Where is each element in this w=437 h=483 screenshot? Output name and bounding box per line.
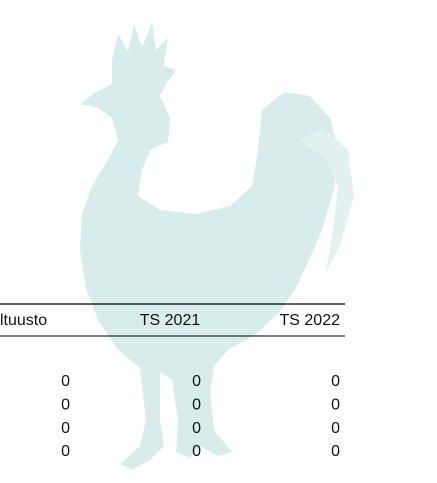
column-header: TS 2022: [280, 312, 341, 329]
cell: 0: [61, 443, 70, 460]
column-header: TS 2021: [140, 312, 201, 329]
cell: 0: [61, 397, 70, 414]
cell: 0: [192, 397, 201, 414]
page: ltuustoTS 2021TS 2022000000000000 (() =>…: [0, 0, 437, 483]
cell: 0: [331, 443, 340, 460]
rooster-watermark: [80, 22, 354, 470]
cell: 0: [192, 420, 201, 437]
cell: 0: [331, 397, 340, 414]
cell: 0: [61, 373, 70, 390]
cell: 0: [331, 373, 340, 390]
column-header: ltuusto: [0, 312, 47, 329]
cell: 0: [331, 420, 340, 437]
sheet: ltuusto TS 2021 TS 2022 0 0 0 0 0 0 0 0 0 0 0 0: [0, 0, 437, 483]
cell: 0: [61, 420, 70, 437]
cell: 0: [192, 373, 201, 390]
cell: 0: [192, 443, 201, 460]
